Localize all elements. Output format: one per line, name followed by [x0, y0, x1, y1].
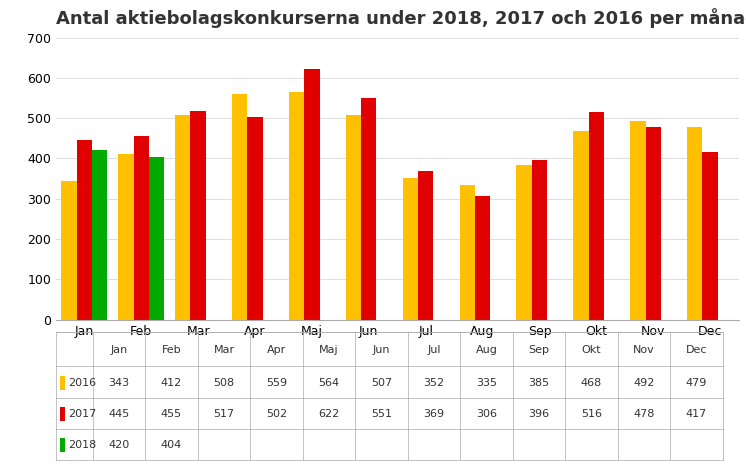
- Text: 478: 478: [633, 408, 655, 419]
- Bar: [304, 69, 319, 320]
- Bar: [361, 98, 377, 320]
- Text: 559: 559: [266, 377, 287, 388]
- Text: 412: 412: [161, 377, 182, 388]
- Text: 404: 404: [161, 439, 182, 450]
- Text: 2016: 2016: [69, 377, 97, 388]
- Bar: [630, 121, 645, 320]
- Text: 2017: 2017: [69, 408, 97, 419]
- Text: 508: 508: [213, 377, 234, 388]
- Text: Maj: Maj: [319, 345, 339, 355]
- Text: 551: 551: [371, 408, 392, 419]
- Text: 2018: 2018: [69, 439, 97, 450]
- Text: 479: 479: [686, 377, 707, 388]
- Text: 335: 335: [476, 377, 497, 388]
- Bar: [703, 152, 718, 320]
- Text: Aug: Aug: [475, 345, 498, 355]
- Text: Apr: Apr: [267, 345, 286, 355]
- Bar: [190, 111, 206, 320]
- Text: 369: 369: [424, 408, 445, 419]
- FancyBboxPatch shape: [60, 407, 66, 421]
- Text: 420: 420: [108, 439, 130, 450]
- Text: 396: 396: [528, 408, 550, 419]
- Bar: [134, 136, 149, 320]
- Bar: [573, 131, 589, 320]
- Bar: [248, 118, 263, 320]
- Text: Okt: Okt: [582, 345, 601, 355]
- Text: 455: 455: [161, 408, 182, 419]
- Text: 385: 385: [528, 377, 550, 388]
- Text: Antal aktiebolagskonkurserna under 2018, 2017 och 2016 per månad: Antal aktiebolagskonkurserna under 2018,…: [56, 8, 746, 28]
- Text: 492: 492: [633, 377, 655, 388]
- Text: 622: 622: [319, 408, 339, 419]
- Text: 502: 502: [266, 408, 287, 419]
- Text: Jul: Jul: [427, 345, 441, 355]
- Bar: [418, 171, 433, 320]
- Bar: [460, 185, 475, 320]
- Text: 517: 517: [213, 408, 234, 419]
- Text: 417: 417: [686, 408, 707, 419]
- Text: Jan: Jan: [110, 345, 128, 355]
- Bar: [516, 164, 532, 320]
- Bar: [403, 178, 418, 320]
- Bar: [92, 150, 107, 320]
- Text: 306: 306: [476, 408, 497, 419]
- Text: 564: 564: [319, 377, 339, 388]
- Bar: [232, 94, 248, 320]
- Bar: [61, 181, 77, 320]
- Bar: [589, 112, 604, 320]
- Bar: [149, 157, 164, 320]
- Text: Feb: Feb: [162, 345, 181, 355]
- Text: 343: 343: [108, 377, 130, 388]
- Text: 445: 445: [108, 408, 130, 419]
- Bar: [289, 93, 304, 320]
- Text: 516: 516: [581, 408, 602, 419]
- FancyBboxPatch shape: [60, 438, 66, 452]
- Bar: [118, 154, 134, 320]
- Text: 352: 352: [424, 377, 445, 388]
- Bar: [345, 115, 361, 320]
- Text: Sep: Sep: [528, 345, 550, 355]
- FancyBboxPatch shape: [60, 376, 66, 390]
- Bar: [645, 127, 661, 320]
- Bar: [77, 141, 92, 320]
- Bar: [532, 160, 547, 320]
- Bar: [475, 196, 490, 320]
- Text: Jun: Jun: [373, 345, 390, 355]
- Text: Mar: Mar: [213, 345, 234, 355]
- Bar: [175, 115, 190, 320]
- Text: Nov: Nov: [633, 345, 655, 355]
- Text: 507: 507: [371, 377, 392, 388]
- Bar: [687, 126, 703, 320]
- Text: Dec: Dec: [686, 345, 707, 355]
- Text: 468: 468: [581, 377, 602, 388]
